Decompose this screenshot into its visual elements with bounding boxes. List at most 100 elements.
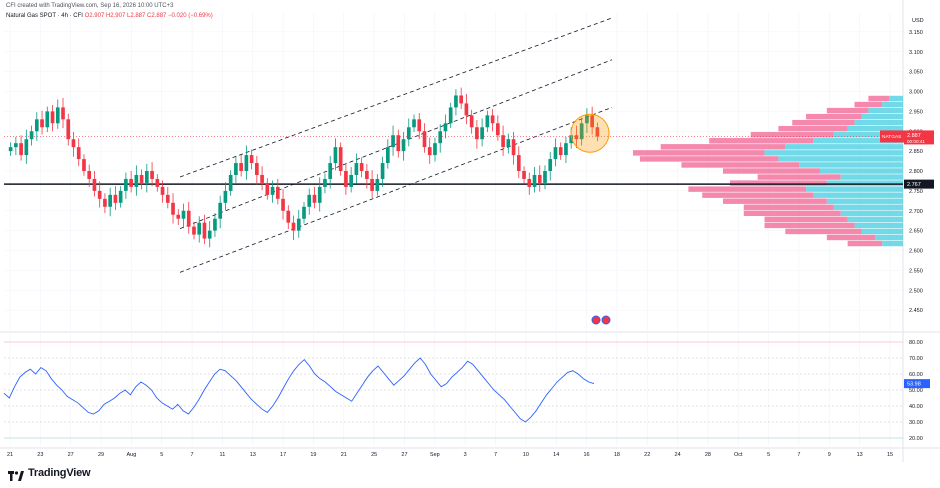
tradingview-logo-text: TradingView (28, 467, 91, 479)
volume-profile-bar-sell (757, 174, 841, 180)
volume-profile-bar-sell (681, 162, 800, 168)
price-tick-label: 2.500 (909, 288, 923, 294)
price-tick-label: 2.600 (909, 249, 923, 255)
rsi-tick-label: 40.00 (909, 404, 923, 410)
candle-body (448, 107, 453, 124)
candle-body (129, 178, 133, 187)
volume-profile-bar-sell (826, 234, 876, 241)
symbol-legend[interactable]: Natural Gas SPOT · 4h · CFI O2.907 H2.90… (6, 13, 213, 19)
candle-body (139, 174, 144, 183)
candle-body (501, 135, 505, 148)
candle-body (443, 123, 448, 132)
candle-body (281, 198, 285, 211)
candle-body (228, 174, 233, 191)
time-tick-label: 28 (705, 452, 711, 458)
candle-body (124, 178, 128, 191)
candle-body (480, 127, 484, 140)
candle-body (391, 135, 395, 148)
candle-body (165, 194, 170, 203)
time-tick-label: 18 (614, 452, 620, 458)
ohlc-low: L2.887 (126, 13, 146, 19)
candle-body (370, 178, 374, 191)
price-tick-label: 3.000 (909, 90, 923, 96)
tradingview-logo-icon (8, 468, 24, 481)
volume-profile-bar-buy (882, 240, 903, 247)
price-tick-label: 2.800 (909, 169, 923, 175)
last-price-value: 2.887 (907, 133, 921, 139)
candle-body (380, 163, 385, 179)
candle-body (490, 115, 495, 124)
event-flag-icon[interactable] (591, 315, 601, 325)
candle-body (291, 222, 296, 231)
level-tag-box (904, 179, 934, 189)
candle-body (537, 174, 542, 183)
candle-body (307, 194, 312, 207)
highlight-circle (570, 113, 610, 153)
price-tick-label: 2.650 (909, 229, 923, 235)
candle-body (275, 186, 280, 199)
time-tick-label: 7 (797, 452, 800, 458)
candle-body (359, 163, 364, 171)
candle-body (459, 95, 464, 104)
volume-profile-bar-buy (889, 95, 903, 102)
time-tick-label: 25 (371, 452, 377, 458)
candle-body (511, 139, 516, 156)
bar-countdown: 00:00:41 (907, 139, 925, 144)
time-tick-label: 3 (464, 452, 467, 458)
candle-body (270, 186, 275, 195)
volume-profile-bar-buy (813, 192, 903, 198)
candle-body (14, 143, 18, 148)
candle-body (527, 178, 532, 187)
time-tick-label: 21 (341, 452, 347, 458)
candle-body (118, 190, 123, 203)
time-tick-label: 11 (220, 452, 226, 458)
volume-profile-bar-buy (861, 228, 903, 235)
volume-profile-bar-sell (785, 228, 862, 235)
candle-body (543, 171, 547, 183)
candle-body (223, 190, 228, 203)
event-flag-icon[interactable] (601, 315, 611, 325)
candle-body (548, 159, 553, 171)
rsi-value-tag-box (904, 379, 930, 389)
highlight-circle-shape (570, 113, 610, 153)
volume-profile (633, 95, 903, 247)
volume-profile-bar-buy (833, 204, 903, 210)
volume-profile-bar-sell (778, 125, 848, 132)
candle-body (412, 119, 416, 128)
candle-body (61, 107, 65, 120)
trend-channel (179, 17, 613, 273)
candle-body (312, 194, 317, 203)
time-tick-label: 5 (767, 452, 770, 458)
time-tick-label: 5 (160, 452, 163, 458)
volume-profile-bar-sell (868, 95, 890, 102)
candle-body (496, 123, 500, 136)
ohlc-open: O2.907 (84, 13, 105, 19)
candle-body (553, 147, 558, 160)
time-tick-label: 13 (857, 452, 863, 458)
candle-body (532, 174, 537, 187)
candle-body (574, 135, 579, 140)
candle-body (469, 115, 474, 128)
time-tick-label: 19 (310, 452, 316, 458)
volume-profile-bar-buy (847, 125, 903, 132)
candle-body (260, 174, 264, 183)
candle-body (406, 127, 411, 140)
price-tick-label: 3.150 (909, 30, 923, 36)
candle-body (255, 163, 259, 175)
price-tick-label: 3.100 (909, 50, 923, 56)
candle-body (454, 95, 458, 108)
candle-body (186, 210, 191, 227)
candlestick-series (8, 87, 600, 248)
currency-label: USD (912, 18, 924, 24)
candle-body (396, 135, 401, 152)
candle-body (76, 147, 81, 160)
candle-body (66, 119, 71, 140)
volume-profile-bar-buy (875, 234, 903, 241)
volume-profile-bar-buy (778, 156, 903, 162)
candle-body (155, 178, 160, 187)
candle-body (485, 115, 490, 128)
candle-body (108, 194, 112, 207)
candle-body (45, 111, 50, 128)
candle-body (192, 226, 196, 235)
